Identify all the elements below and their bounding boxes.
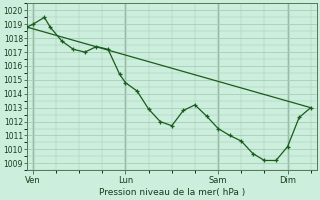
X-axis label: Pression niveau de la mer( hPa ): Pression niveau de la mer( hPa ) <box>99 188 245 197</box>
